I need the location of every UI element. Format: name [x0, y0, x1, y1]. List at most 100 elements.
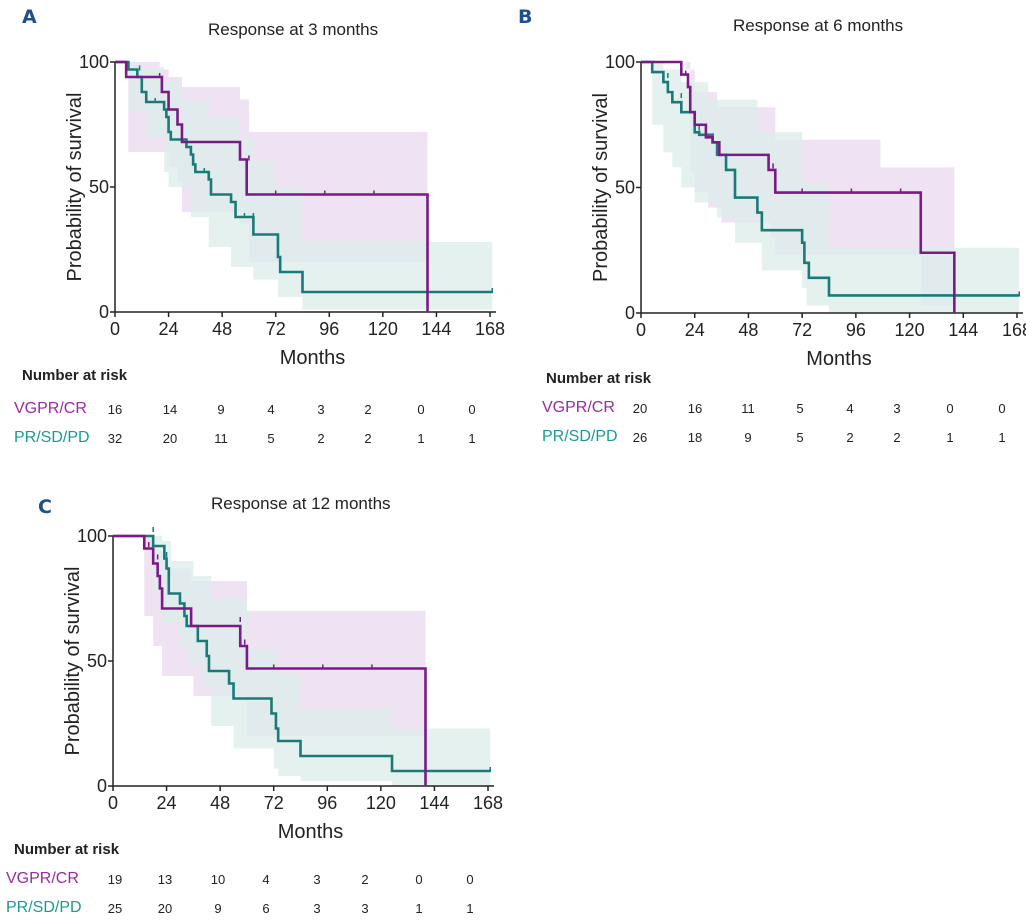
risk-value: 11 — [214, 431, 228, 446]
risk-value: 9 — [217, 402, 225, 417]
risk-value: 14 — [162, 402, 178, 417]
x-tick-label: 72 — [264, 793, 284, 813]
y-tick-label: 100 — [79, 52, 109, 72]
km-curve-pr — [115, 60, 493, 294]
km-plot-a: 0 50 100 0 24 48 72 96 120 144 168 Months Probabilit… — [64, 52, 505, 369]
km-curve-vgpr — [115, 60, 429, 312]
risk-value: 20 — [632, 401, 648, 416]
x-tick-label: 48 — [738, 320, 758, 340]
y-tick-label: 50 — [87, 651, 107, 671]
risk-row-label-vgpr: VGPR/CR — [14, 400, 87, 417]
risk-value: 2 — [364, 402, 372, 417]
y-tick-label: 0 — [625, 303, 635, 323]
y-tick-label: 100 — [77, 526, 107, 546]
y-axis-title: Probability of survival — [62, 567, 84, 756]
risk-row-label-vgpr: VGPR/CR — [6, 870, 79, 887]
ci-band-pr — [115, 62, 493, 310]
x-tick-label: 0 — [108, 793, 118, 813]
risk-value: 9 — [744, 430, 752, 445]
risk-value: 1 — [415, 901, 423, 916]
risk-value: 18 — [687, 430, 703, 445]
risk-value: 1 — [998, 430, 1006, 445]
risk-value: 1 — [466, 901, 474, 916]
x-axis-title: Months — [280, 347, 346, 369]
x-tick-label: 0 — [636, 320, 646, 340]
panel-letter: B — [518, 6, 533, 28]
x-tick-label: 48 — [210, 793, 230, 813]
risk-row-label-pr: PR/SD/PD — [542, 428, 618, 445]
risk-value: 2 — [361, 872, 369, 887]
x-tick-label: 144 — [419, 793, 449, 813]
risk-value: 32 — [107, 431, 123, 446]
risk-value: 2 — [364, 431, 372, 446]
risk-value: 19 — [107, 872, 123, 887]
risk-value: 3 — [317, 402, 325, 417]
ci-band-pr — [641, 62, 1020, 313]
risk-value: 20 — [157, 901, 173, 916]
risk-value: 5 — [796, 401, 804, 416]
risk-value: 26 — [632, 430, 648, 445]
risk-value: 2 — [846, 430, 854, 445]
chart-title: Response at 6 months — [733, 16, 904, 35]
x-tick-label: 48 — [212, 319, 232, 339]
risk-value: 4 — [267, 402, 275, 417]
risk-value: 16 — [107, 402, 123, 417]
x-tick-label: 144 — [948, 320, 978, 340]
risk-value: 3 — [313, 901, 321, 916]
risk-value: 2 — [317, 431, 325, 446]
x-tick-label: 24 — [685, 320, 705, 340]
risk-value: 25 — [107, 901, 123, 916]
risk-value: 5 — [267, 431, 275, 446]
x-tick-label: 96 — [317, 793, 337, 813]
km-plot-c: 0 50 100 0 24 48 72 96 120 144 168 Months Probabilit… — [62, 526, 503, 843]
y-tick-label: 50 — [89, 177, 109, 197]
risk-value: 0 — [946, 401, 954, 416]
risk-value: 1 — [417, 431, 425, 446]
risk-value: 20 — [162, 431, 178, 446]
y-tick-label: 100 — [605, 52, 635, 72]
chart-title: Response at 3 months — [208, 20, 379, 39]
x-tick-label: 24 — [159, 319, 179, 339]
x-axis-title: Months — [278, 821, 344, 843]
x-tick-label: 24 — [157, 793, 177, 813]
x-tick-label: 96 — [846, 320, 866, 340]
risk-value: 10 — [210, 872, 226, 887]
risk-value: 13 — [157, 872, 173, 887]
risk-value: 16 — [687, 401, 703, 416]
x-tick-label: 120 — [368, 319, 398, 339]
km-curve-vgpr — [113, 534, 427, 786]
risk-value: 11 — [741, 401, 755, 416]
x-tick-label: 120 — [366, 793, 396, 813]
x-tick-label: 144 — [421, 319, 451, 339]
risk-table-title: Number at risk — [14, 841, 120, 858]
risk-table-title: Number at risk — [546, 370, 652, 387]
y-axis-title: Probability of survival — [64, 93, 86, 282]
risk-value: 6 — [262, 901, 270, 916]
km-curve-vgpr — [641, 60, 956, 313]
km-curve-pr — [113, 534, 491, 773]
panel-letter: C — [38, 496, 52, 518]
y-tick-label: 0 — [99, 302, 109, 322]
y-tick-label: 0 — [97, 776, 107, 796]
risk-value: 0 — [415, 872, 423, 887]
risk-value: 4 — [846, 401, 854, 416]
risk-value: 1 — [468, 431, 476, 446]
risk-value: 2 — [893, 430, 901, 445]
risk-value: 0 — [466, 872, 474, 887]
risk-value: 3 — [893, 401, 901, 416]
km-curve-pr — [641, 60, 1020, 297]
risk-row-label-pr: PR/SD/PD — [6, 899, 82, 916]
risk-value: 0 — [417, 402, 425, 417]
x-tick-label: 96 — [319, 319, 339, 339]
x-tick-label: 0 — [110, 319, 120, 339]
x-tick-label: 72 — [266, 319, 286, 339]
risk-value: 3 — [361, 901, 369, 916]
panel-letter: A — [22, 6, 37, 28]
x-tick-label: 168 — [475, 319, 505, 339]
chart-title: Response at 12 months — [211, 494, 391, 513]
x-axis-title: Months — [806, 348, 872, 370]
x-tick-label: 120 — [895, 320, 925, 340]
risk-value: 0 — [998, 401, 1006, 416]
risk-row-label-vgpr: VGPR/CR — [542, 399, 615, 416]
risk-value: 1 — [946, 430, 954, 445]
